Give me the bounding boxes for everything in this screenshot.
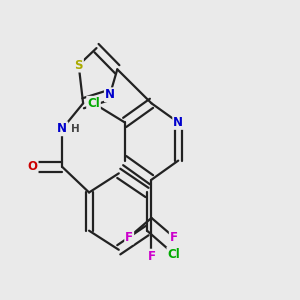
Text: N: N: [173, 116, 183, 129]
Text: H: H: [71, 124, 80, 134]
Text: O: O: [28, 160, 38, 173]
Text: N: N: [105, 88, 115, 101]
Text: S: S: [74, 58, 83, 72]
Text: Cl: Cl: [87, 97, 100, 110]
Text: F: F: [125, 230, 133, 244]
Text: Cl: Cl: [167, 248, 180, 260]
Text: F: F: [170, 230, 178, 244]
Text: F: F: [148, 250, 155, 263]
Text: N: N: [57, 122, 67, 135]
